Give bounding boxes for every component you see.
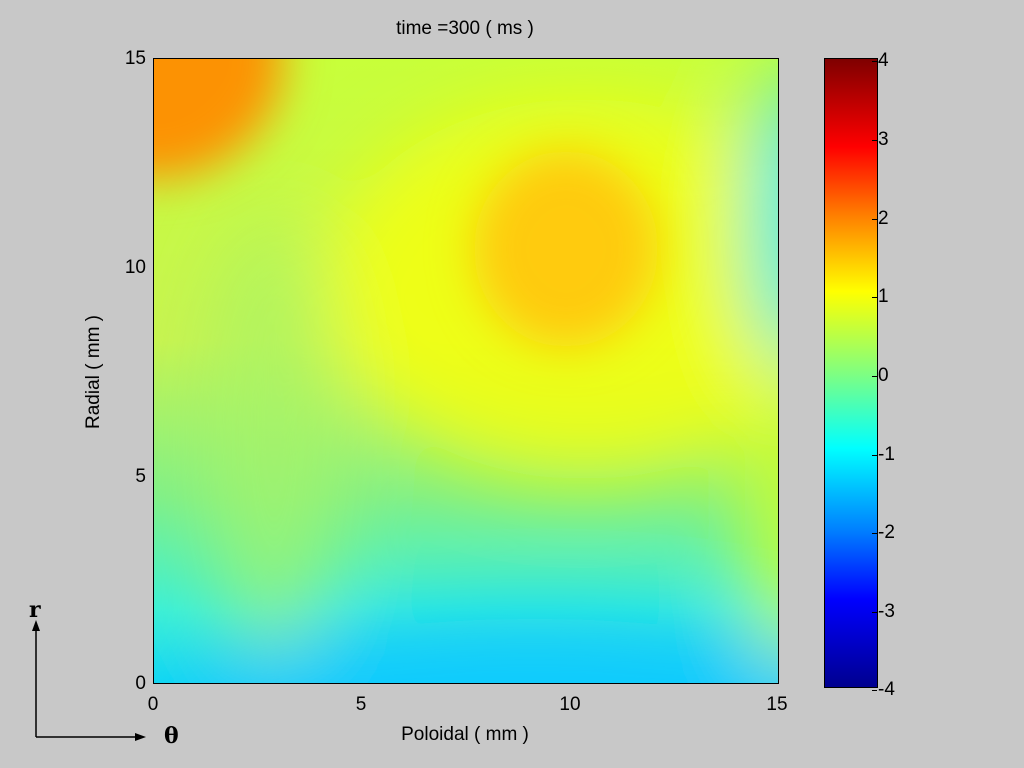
heatmap-region-right-cyan	[749, 78, 778, 360]
x-tick-label: 5	[355, 694, 367, 715]
theta-direction-label: θ	[164, 723, 179, 749]
colorbar-tick-label: 2	[872, 208, 889, 229]
r-arrow-head	[32, 620, 40, 631]
heatmap-peak-upper-right	[474, 151, 658, 347]
heatmap-peak-corner-top-left	[154, 59, 284, 179]
colorbar-tick-label: -4	[872, 679, 895, 700]
x-axis-label: Poloidal ( mm )	[401, 724, 529, 745]
heatmap-region-left-valley	[204, 219, 344, 659]
y-tick-label: 5	[135, 466, 146, 487]
colorbar-tick-label: 3	[872, 129, 889, 150]
colorbar-tick-label: 0	[872, 365, 889, 386]
x-tick-label: 10	[559, 694, 581, 715]
chart-title: time =300 ( ms )	[396, 18, 534, 39]
y-tick-label: 0	[135, 673, 146, 694]
heatmap-region-bottom-right-yellow	[744, 396, 778, 662]
theta-arrow-head	[135, 733, 146, 741]
plot-area	[153, 58, 779, 684]
heatmap-region-bottom-cyan	[189, 619, 778, 683]
x-tick-label: 15	[766, 694, 788, 715]
colorbar-tick-label: -3	[872, 601, 895, 622]
colorbar-tick-label: 4	[872, 50, 889, 71]
y-tick-label: 15	[124, 48, 146, 69]
heatmap-field	[154, 59, 778, 683]
r-direction-label: r	[29, 597, 41, 623]
colorbar	[824, 58, 878, 688]
y-tick-label: 10	[124, 257, 146, 278]
colorbar-tick-label: -2	[872, 522, 895, 543]
x-tick-label: 0	[147, 694, 159, 715]
colorbar-tick-label: 1	[872, 286, 889, 307]
colorbar-tick-label: -1	[872, 444, 895, 465]
